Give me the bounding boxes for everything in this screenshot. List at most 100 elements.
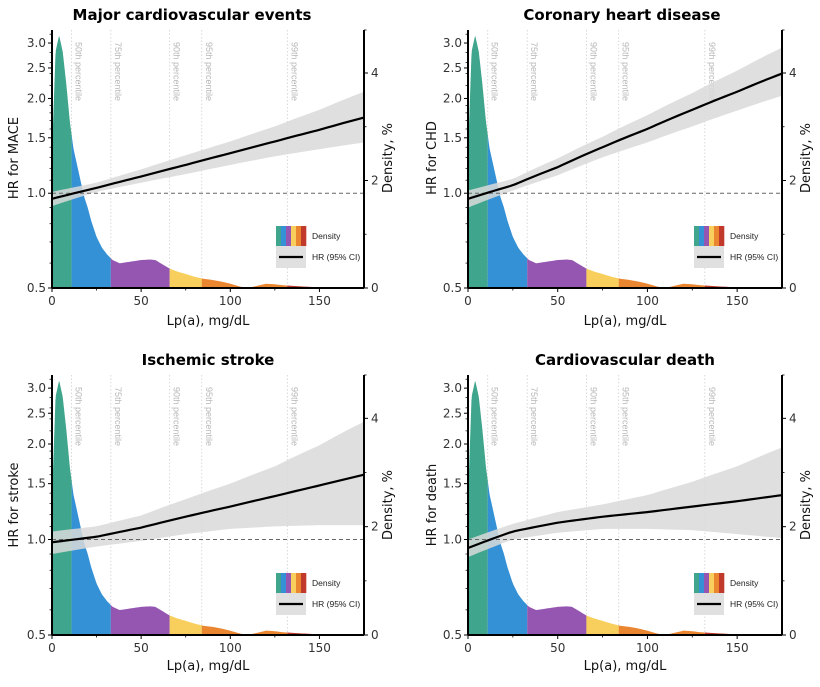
percentile-label: 95th percentile	[621, 387, 631, 446]
percentile-label: 95th percentile	[621, 42, 631, 101]
x-tick-label: 150	[726, 294, 749, 308]
x-axis-label: Lp(a), mg/dL	[584, 314, 667, 329]
chart-title: Cardiovascular death	[535, 351, 715, 369]
legend-density-label: Density	[312, 231, 341, 241]
legend: Density HR (95% CI)	[276, 573, 360, 615]
y-tick-label: 1.5	[443, 477, 462, 491]
legend-density-swatch	[296, 226, 302, 246]
y-tick-label: 3.0	[27, 381, 46, 395]
legend-density-swatch	[704, 573, 710, 593]
legend-hr-label: HR (95% CI)	[730, 252, 778, 262]
y2-tick-label: 2	[371, 174, 379, 188]
percentile-label: 95th percentile	[204, 42, 214, 101]
y-tick-label: 2.0	[443, 437, 462, 451]
x-tick-label: 50	[134, 641, 149, 655]
y-axis-label: HR for CHD	[425, 121, 440, 195]
legend-density-swatch	[719, 573, 725, 593]
legend-density-swatch	[276, 573, 282, 593]
x-tick-label: 0	[48, 641, 56, 655]
legend-hr-label: HR (95% CI)	[312, 252, 360, 262]
ci-band	[52, 91, 364, 207]
hr-line	[467, 494, 783, 550]
plot-layer: 50th percentile 75th percentile 90th perce…	[443, 29, 797, 308]
legend-hr-label: HR (95% CI)	[312, 599, 360, 609]
percentile-label: 99th percentile	[707, 387, 717, 446]
density-band	[52, 381, 72, 635]
x-tick-label: 50	[134, 294, 149, 308]
legend-density-swatch	[709, 573, 715, 593]
chart-mace: 50th percentile 75th percentile 90th perce…	[7, 6, 396, 329]
y-tick-label: 2.0	[443, 91, 462, 105]
hr-line	[51, 116, 365, 200]
legend-density-swatch	[699, 226, 705, 246]
percentile-label: 90th percentile	[172, 387, 182, 446]
y-tick-label: 1.0	[27, 532, 46, 546]
x-tick-label: 150	[726, 641, 749, 655]
legend-density-swatch	[281, 226, 287, 246]
y2-tick-label: 2	[371, 520, 379, 534]
plot-layer: 50th percentile 75th percentile 90th perce…	[27, 374, 379, 655]
y-tick-label: 0.5	[27, 281, 46, 295]
legend-density-swatch	[296, 573, 302, 593]
y-tick-label: 0.5	[27, 628, 46, 642]
y-tick-label: 3.0	[443, 36, 462, 50]
density-band	[169, 615, 202, 635]
y-axis-label: HR for stroke	[7, 463, 22, 548]
y-tick-label: 3.0	[443, 381, 462, 395]
percentile-label: 75th percentile	[529, 387, 539, 446]
legend-density-label: Density	[312, 578, 341, 588]
panel-chd: 50th percentile 75th percentile 90th perce…	[410, 0, 820, 342]
ci-band	[52, 421, 364, 555]
density-band	[110, 258, 170, 288]
legend-density-swatch	[714, 226, 720, 246]
hr-line	[467, 72, 783, 200]
legend-density-swatch	[286, 573, 292, 593]
y-tick-label: 1.5	[443, 131, 462, 145]
density-band	[169, 268, 202, 288]
x-tick-label: 100	[219, 641, 242, 655]
x-tick-label: 100	[636, 294, 659, 308]
x-tick-label: 50	[550, 641, 565, 655]
legend-density-swatch	[291, 573, 297, 593]
y2-tick-label: 4	[371, 66, 379, 80]
y-tick-label: 2.5	[27, 406, 46, 420]
x-tick-label: 50	[550, 294, 565, 308]
density-band	[71, 134, 111, 288]
ci-band	[468, 447, 782, 558]
density-band	[201, 625, 288, 635]
density-band	[71, 480, 111, 635]
percentile-label: 75th percentile	[529, 42, 539, 101]
density-band	[52, 36, 72, 288]
density-band	[618, 625, 705, 635]
percentile-label: 50th percentile	[490, 387, 500, 446]
x-tick-label: 0	[464, 294, 472, 308]
percentile-label: 50th percentile	[74, 387, 84, 446]
chart-title: Coronary heart disease	[523, 6, 720, 24]
percentile-label: 90th percentile	[588, 42, 598, 101]
y2-tick-label: 4	[371, 411, 379, 425]
x-tick-label: 150	[308, 641, 331, 655]
y2-axis-label: Density, %	[381, 123, 396, 193]
percentile-label: 50th percentile	[490, 42, 500, 101]
x-axis-label: Lp(a), mg/dL	[584, 659, 667, 674]
chart-death: 50th percentile 75th percentile 90th perce…	[425, 351, 814, 674]
y-tick-label: 1.5	[27, 131, 46, 145]
y-tick-label: 1.0	[27, 186, 46, 200]
y2-axis-label: Density, %	[799, 123, 814, 193]
y-tick-label: 0.5	[443, 628, 462, 642]
density-band	[586, 268, 619, 288]
y2-axis-label: Density, %	[381, 470, 396, 540]
x-tick-label: 100	[636, 641, 659, 655]
percentile-label: 90th percentile	[588, 387, 598, 446]
y-tick-label: 0.5	[443, 281, 462, 295]
density-band	[527, 258, 587, 288]
legend: Density HR (95% CI)	[276, 226, 360, 268]
chart-title: Major cardiovascular events	[73, 6, 312, 24]
y2-axis-label: Density, %	[799, 470, 814, 540]
y2-tick-label: 2	[789, 174, 797, 188]
y-tick-label: 1.0	[443, 532, 462, 546]
percentile-label: 99th percentile	[707, 42, 717, 101]
legend-density-swatch	[704, 226, 710, 246]
density-band	[110, 605, 170, 635]
legend: Density HR (95% CI)	[694, 226, 778, 268]
